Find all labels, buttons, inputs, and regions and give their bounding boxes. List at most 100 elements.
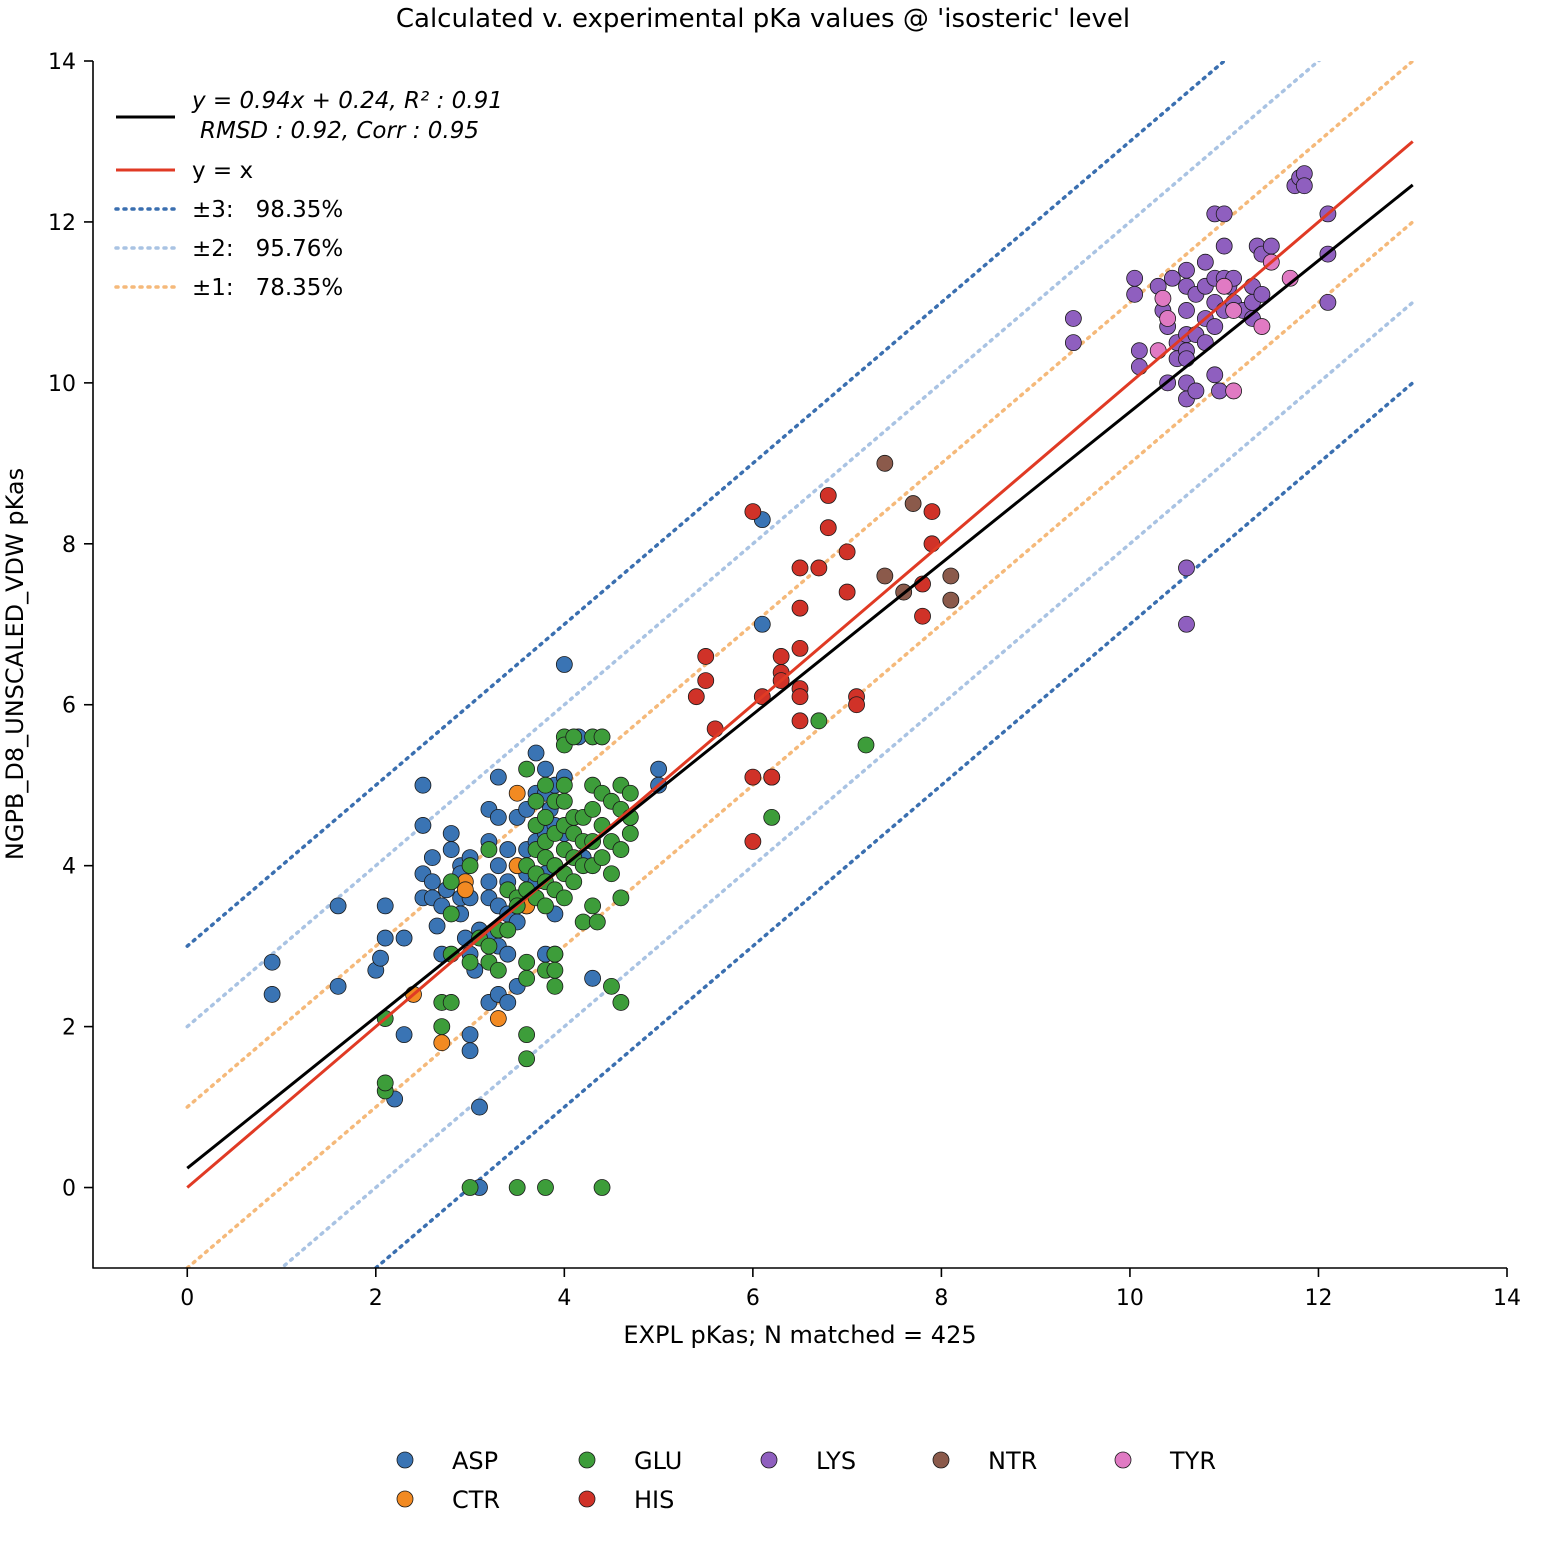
legend-identity-label: y = x bbox=[192, 158, 253, 184]
point-his bbox=[819, 487, 837, 504]
point-glu bbox=[763, 808, 781, 826]
point-asp bbox=[442, 825, 460, 842]
x-tick-label: 4 bbox=[557, 1286, 571, 1311]
point-glu bbox=[621, 784, 639, 802]
point-glu bbox=[593, 849, 611, 867]
point-glu bbox=[442, 905, 460, 923]
y-tick-label: 12 bbox=[48, 211, 76, 236]
x-tick-label: 14 bbox=[1493, 1286, 1521, 1311]
point-his bbox=[923, 503, 941, 521]
point-lys bbox=[1262, 237, 1280, 255]
y-tick-label: 0 bbox=[62, 1177, 76, 1202]
y-tick-label: 2 bbox=[62, 1016, 76, 1041]
point-glu bbox=[442, 873, 460, 891]
point-glu bbox=[461, 857, 479, 875]
legend-label-asp: ASP bbox=[452, 1447, 498, 1475]
point-ctr bbox=[456, 881, 474, 899]
identity-line bbox=[186, 140, 1414, 1189]
point-asp bbox=[461, 1026, 479, 1044]
point-ntr bbox=[942, 591, 960, 609]
legend-label-tyr: TYR bbox=[1169, 1447, 1216, 1475]
point-glu bbox=[584, 897, 602, 915]
point-ntr bbox=[942, 567, 960, 585]
point-glu bbox=[574, 913, 592, 931]
point-lys bbox=[1253, 285, 1271, 303]
point-lys bbox=[1178, 615, 1195, 633]
legend-marker-ntr bbox=[932, 1451, 950, 1469]
point-asp bbox=[461, 1042, 479, 1060]
point-glu bbox=[588, 913, 606, 931]
point-asp bbox=[263, 953, 281, 971]
point-asp bbox=[537, 760, 554, 778]
point-lys bbox=[1319, 293, 1337, 311]
point-glu bbox=[508, 1179, 526, 1196]
point-asp bbox=[471, 1098, 488, 1116]
point-glu bbox=[593, 1179, 611, 1196]
point-tyr bbox=[1225, 382, 1243, 400]
point-glu bbox=[546, 977, 564, 995]
point-tyr bbox=[1225, 302, 1243, 319]
y-axis-label: NGPB_D8_UNSCALED_VDW pKas bbox=[1, 468, 29, 860]
axes: 0 2 4 6 8 10 12 14 0 2 4 6 8 10 12 14 bbox=[48, 50, 1521, 1311]
x-tick-label: 0 bbox=[180, 1286, 194, 1311]
band-line-minus-3 bbox=[373, 381, 1415, 1268]
point-his bbox=[706, 720, 724, 738]
y-tick-label: 14 bbox=[48, 50, 76, 75]
point-lys bbox=[1126, 269, 1144, 287]
point-glu bbox=[480, 937, 498, 955]
point-ctr bbox=[508, 784, 526, 802]
point-asp bbox=[428, 917, 446, 935]
band-line-plus-1 bbox=[185, 61, 1415, 1109]
point-his bbox=[744, 503, 762, 521]
point-lys bbox=[1211, 382, 1228, 400]
legend-marker-ctr bbox=[396, 1490, 414, 1508]
point-glu bbox=[461, 953, 479, 971]
legend-marker-lys bbox=[760, 1451, 778, 1469]
point-ntr bbox=[876, 567, 894, 585]
point-asp bbox=[414, 817, 432, 834]
point-his bbox=[744, 833, 762, 850]
point-his bbox=[848, 696, 865, 714]
x-tick-label: 12 bbox=[1304, 1286, 1332, 1311]
point-his bbox=[791, 599, 809, 617]
point-asp bbox=[650, 760, 667, 778]
legend-band-label: ±1: 78.35% bbox=[192, 275, 343, 301]
point-lys bbox=[1196, 253, 1214, 271]
line-legend: y = 0.94x + 0.24, R² : 0.91 RMSD : 0.92, … bbox=[114, 88, 503, 301]
point-glu bbox=[518, 969, 536, 987]
point-glu bbox=[612, 841, 630, 858]
x-tick-label: 6 bbox=[746, 1286, 760, 1311]
point-lys bbox=[1206, 366, 1224, 384]
point-asp bbox=[329, 897, 347, 915]
point-glu bbox=[433, 1018, 451, 1035]
point-ntr bbox=[904, 495, 922, 512]
point-glu bbox=[555, 889, 573, 907]
y-tick-label: 10 bbox=[48, 372, 76, 397]
point-ntr bbox=[876, 454, 894, 472]
point-glu bbox=[518, 1050, 536, 1068]
point-lys bbox=[1215, 237, 1233, 255]
point-glu bbox=[518, 760, 536, 778]
point-his bbox=[838, 543, 856, 561]
point-lys bbox=[1206, 318, 1224, 335]
legend-label-ctr: CTR bbox=[452, 1486, 500, 1514]
point-lys bbox=[1064, 334, 1082, 352]
point-glu bbox=[555, 776, 573, 794]
point-tyr bbox=[1149, 342, 1167, 360]
x-axis-label: EXPL pKas; N matched = 425 bbox=[623, 1321, 976, 1349]
point-glu bbox=[527, 792, 545, 810]
point-his bbox=[763, 768, 781, 786]
point-asp bbox=[442, 841, 460, 858]
point-tyr bbox=[1159, 310, 1177, 327]
point-glu bbox=[442, 994, 460, 1011]
point-his bbox=[791, 640, 809, 657]
point-his bbox=[923, 535, 941, 553]
point-his bbox=[838, 583, 856, 601]
legend-label-his: HIS bbox=[634, 1486, 674, 1514]
point-his bbox=[791, 712, 809, 730]
point-asp bbox=[395, 929, 413, 947]
legend-label-ntr: NTR bbox=[988, 1447, 1037, 1475]
point-glu bbox=[537, 1179, 554, 1196]
point-glu bbox=[603, 977, 620, 995]
